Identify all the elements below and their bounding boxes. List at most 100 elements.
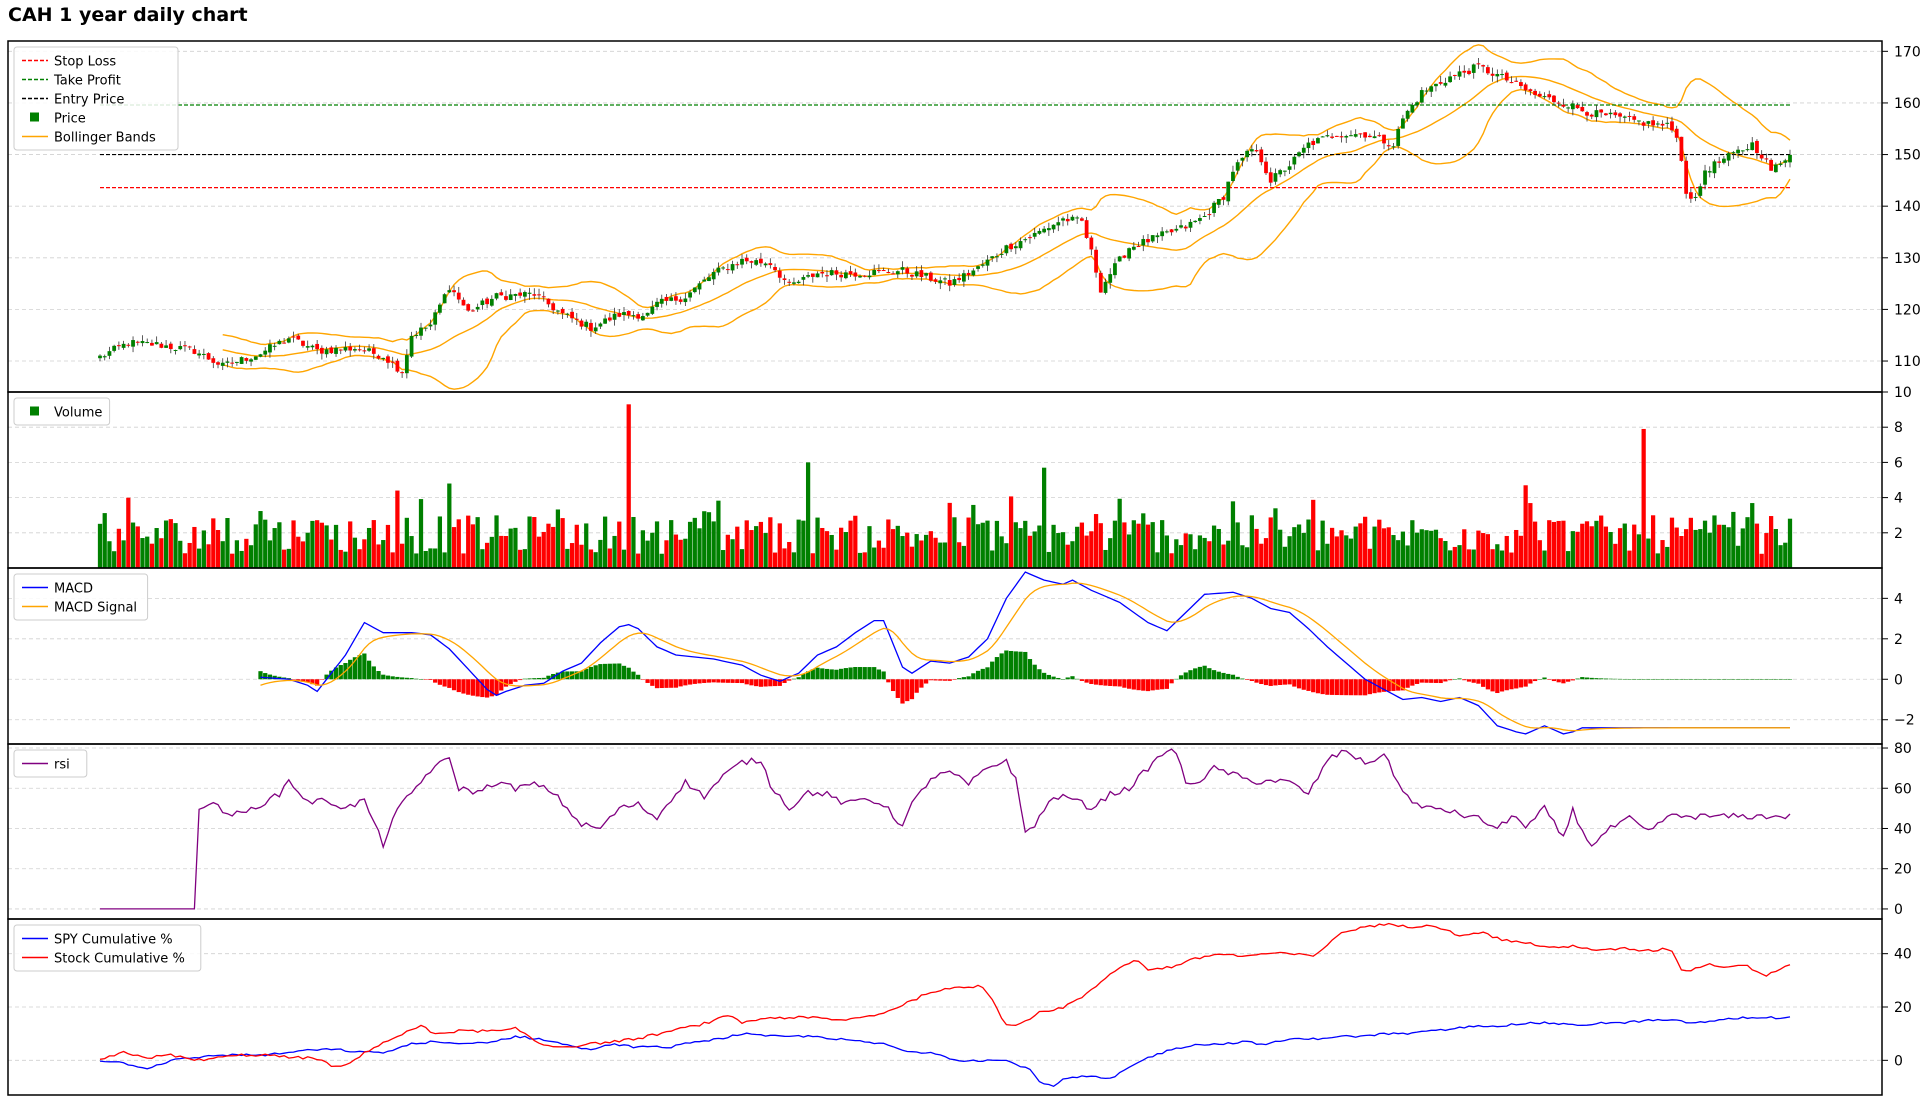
panel-frame	[7, 743, 1883, 920]
macd-histogram-bar	[1117, 679, 1122, 687]
candle	[886, 272, 891, 274]
candle	[1226, 181, 1231, 202]
macd-histogram-bar	[1032, 664, 1037, 680]
candle	[395, 360, 400, 372]
candle	[1599, 109, 1604, 113]
macd-histogram-bar	[1702, 679, 1708, 680]
candle	[537, 294, 541, 296]
candle	[1481, 65, 1486, 67]
volume-bar	[503, 536, 509, 568]
volume-bar	[1230, 501, 1236, 568]
volume-bar	[957, 542, 962, 568]
volume-bar	[1698, 529, 1703, 568]
candle	[1632, 116, 1637, 120]
volume-bar	[1391, 535, 1396, 568]
macd-histogram-bar	[1037, 669, 1042, 680]
macd-histogram-bar	[1650, 679, 1656, 680]
macd-histogram-bar	[1476, 679, 1481, 684]
volume-bar	[1717, 524, 1722, 568]
macd-histogram-bar	[1273, 679, 1278, 686]
y-tick-label: 60	[1894, 781, 1912, 797]
candle	[1297, 152, 1301, 157]
candle	[456, 292, 461, 300]
candle	[759, 258, 763, 264]
legend-label: Stock Cumulative %	[54, 952, 185, 967]
volume-bar	[230, 553, 235, 568]
macd-histogram-bar	[626, 667, 631, 680]
volume-bar	[1688, 517, 1693, 568]
macd-histogram-bar	[957, 678, 962, 680]
candle	[1028, 237, 1032, 239]
macd-histogram-bar	[1070, 676, 1075, 680]
volume-bar	[206, 544, 211, 568]
macd-histogram-bar	[399, 677, 405, 680]
macd-histogram-bar	[1320, 679, 1325, 695]
candle	[135, 341, 140, 343]
legend-label: rsi	[54, 758, 70, 773]
volume-bar	[1669, 517, 1675, 568]
macd-line	[260, 571, 1790, 735]
candle	[1740, 150, 1745, 152]
macd-histogram-bar	[1268, 679, 1273, 686]
candle	[253, 356, 258, 360]
macd-histogram-bar	[1485, 679, 1491, 690]
candle	[1627, 115, 1632, 117]
macd-histogram-bar	[1532, 679, 1538, 682]
candle	[409, 335, 414, 357]
macd-histogram-bar	[1292, 679, 1297, 687]
candle	[258, 354, 263, 357]
volume-bar	[805, 462, 811, 568]
volume-bar	[1377, 519, 1382, 568]
candle	[480, 300, 485, 306]
volume-bar	[130, 522, 136, 568]
candle	[858, 276, 862, 278]
candle	[1306, 142, 1311, 149]
volume-bar	[1707, 532, 1712, 568]
macd-histogram-bar	[1287, 679, 1292, 685]
macd-histogram-bar	[777, 679, 782, 686]
macd-histogram-bar	[876, 669, 882, 680]
volume-bar	[942, 542, 948, 568]
volume-bar	[1292, 527, 1297, 568]
macd-histogram-bar	[348, 659, 353, 680]
volume-bar	[1641, 428, 1646, 568]
candle	[187, 346, 192, 348]
macd-histogram-bar	[1372, 679, 1377, 694]
volume-bar	[1665, 546, 1670, 568]
candle	[1759, 154, 1764, 159]
volume-bar	[234, 540, 240, 568]
volume-bar	[569, 543, 575, 568]
macd-histogram-bar	[555, 672, 561, 680]
volume-bar	[640, 530, 646, 568]
macd-histogram-bar	[1547, 679, 1552, 680]
macd-histogram-bar	[820, 668, 825, 680]
volume-bar	[607, 548, 612, 568]
candle	[1717, 161, 1722, 163]
candle	[131, 340, 135, 347]
y-tick-label: 170	[1894, 44, 1920, 60]
volume-bar	[1235, 522, 1240, 568]
volume-bar	[187, 542, 192, 568]
candle	[815, 273, 820, 278]
volume-bar	[1537, 540, 1542, 568]
candle	[1679, 136, 1684, 161]
volume-bar	[258, 511, 263, 568]
volume-bar	[654, 521, 660, 568]
candle	[1434, 83, 1438, 87]
candle	[1415, 102, 1419, 105]
volume-bar	[857, 552, 863, 568]
volume-bar	[475, 517, 480, 568]
candle	[650, 306, 655, 314]
volume-bar	[1226, 540, 1231, 568]
candle	[98, 355, 102, 359]
candle	[674, 296, 678, 301]
volume-bar	[305, 532, 310, 568]
candle	[792, 282, 796, 284]
volume-bar	[829, 534, 834, 568]
macd-legend: MACD MACD Signal	[13, 573, 149, 621]
volume-bar	[343, 551, 348, 568]
volume-bar	[768, 517, 773, 568]
macd-histogram-bar	[602, 663, 608, 680]
macd-histogram-bar	[1528, 679, 1533, 684]
candle	[475, 306, 480, 310]
